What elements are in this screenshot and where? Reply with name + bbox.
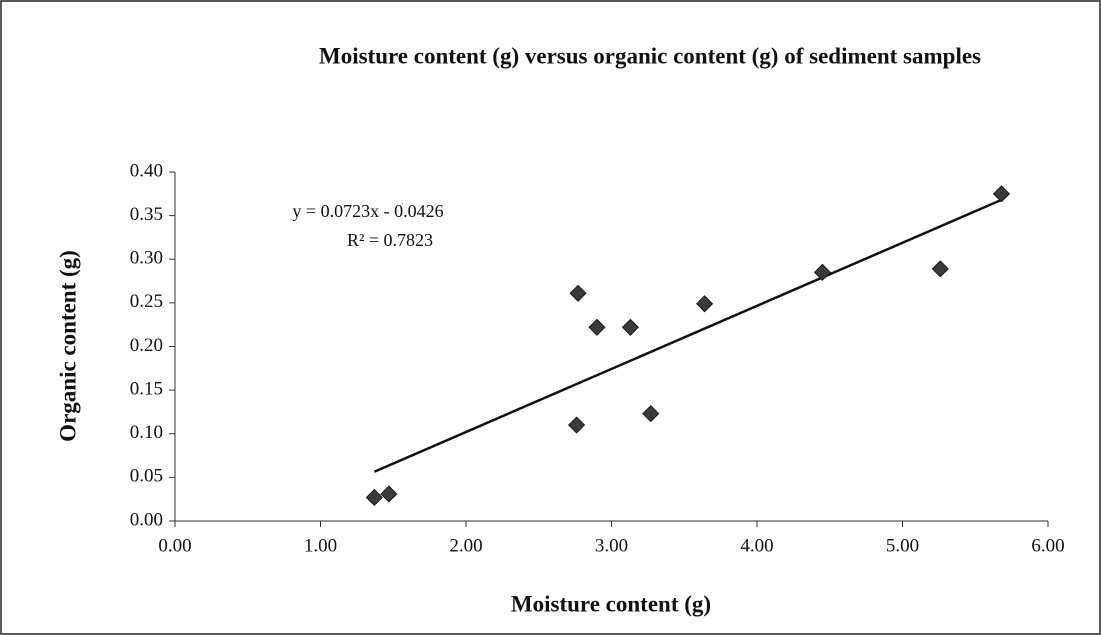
x-tick-label: 3.00	[595, 535, 628, 556]
scatter-point	[568, 416, 586, 434]
scatter-point	[365, 488, 383, 507]
scatter-point	[992, 185, 1011, 203]
trend-r-squared: R² = 0.7823	[347, 230, 433, 250]
trend-line	[373, 198, 1002, 473]
scatter-point	[696, 295, 714, 313]
scatter-point	[642, 405, 660, 423]
chart-title: Moisture content (g) versus organic cont…	[319, 43, 981, 68]
scatter-point	[621, 318, 639, 336]
y-tick-label: 0.00	[130, 509, 163, 530]
x-tick-label: 0.00	[158, 535, 191, 556]
scatter-point	[380, 485, 398, 503]
x-tick-label: 2.00	[449, 535, 482, 556]
scatter-point	[588, 318, 606, 336]
scatter-point	[569, 284, 587, 302]
y-tick-label: 0.30	[130, 248, 163, 269]
y-tick-label: 0.20	[130, 335, 163, 356]
x-tick-label: 1.00	[304, 535, 337, 556]
y-tick-label: 0.40	[130, 160, 163, 181]
y-axis-label: Organic content (g)	[55, 250, 80, 442]
x-tick-label: 4.00	[740, 535, 773, 556]
x-tick-label: 6.00	[1031, 535, 1064, 556]
y-tick-label: 0.35	[130, 204, 163, 225]
trend-equation: y = 0.0723x - 0.0426	[292, 201, 443, 221]
y-tick-label: 0.25	[130, 291, 163, 312]
y-tick-label: 0.15	[130, 378, 163, 399]
scatter-point	[931, 260, 949, 278]
x-axis-label: Moisture content (g)	[511, 591, 711, 616]
x-tick-label: 5.00	[886, 535, 919, 556]
y-tick-label: 0.10	[130, 422, 163, 443]
scatter-point	[813, 263, 832, 281]
y-tick-label: 0.05	[130, 466, 163, 487]
